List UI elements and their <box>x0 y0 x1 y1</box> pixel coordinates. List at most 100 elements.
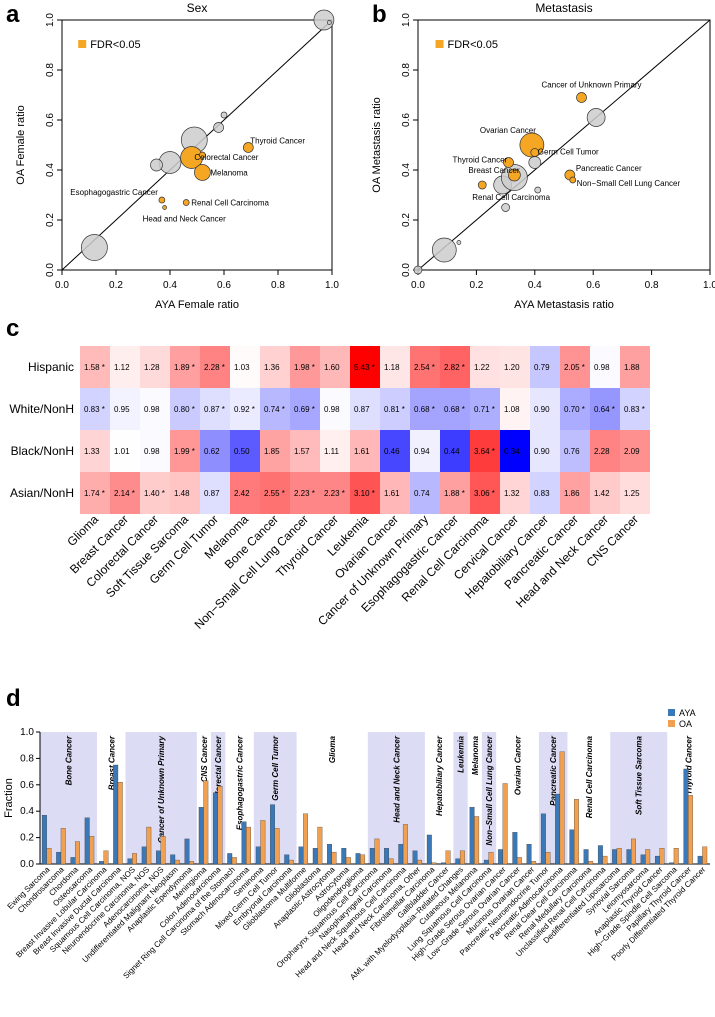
point <box>431 237 457 263</box>
heatmap-cell-value: 0.74 * <box>264 405 285 414</box>
x-tick-label: 1.0 <box>325 280 339 291</box>
heatmap-cell <box>200 346 230 388</box>
bar-oa <box>103 850 109 865</box>
bar-aya <box>298 846 304 865</box>
heatmap-cell <box>320 472 350 514</box>
heatmap-cell-value: 1.28 <box>144 363 160 372</box>
heatmap-cell <box>260 388 290 430</box>
heatmap-cell <box>380 388 410 430</box>
point <box>456 240 462 245</box>
group-label: CNS Cancer <box>200 735 209 782</box>
heatmap-cell-value: 0.70 * <box>564 405 585 414</box>
bar-aya <box>227 853 233 865</box>
heatmap-cell <box>230 346 260 388</box>
y-axis-label: OA Female ratio <box>15 105 27 184</box>
heatmap-cell-value: 1.98 * <box>294 363 315 372</box>
heatmap-cell <box>140 388 170 430</box>
heatmap-cell <box>140 430 170 472</box>
bar-aya <box>255 846 261 865</box>
bar-aya <box>99 861 104 865</box>
x-tick-label: 0.0 <box>411 280 425 291</box>
bar-oa <box>146 826 152 865</box>
significant-point <box>242 142 254 153</box>
group-label: Germ Cell Tumor <box>271 735 280 801</box>
bar-oa <box>174 859 180 865</box>
bar-oa <box>559 751 565 865</box>
legend-swatch <box>668 709 675 716</box>
bar-aya <box>697 855 703 865</box>
heatmap-cell-value: 1.88 <box>624 363 640 372</box>
legend-swatch <box>78 40 87 48</box>
chart-title: Metastasis <box>535 1 592 15</box>
heatmap-cell <box>320 346 350 388</box>
bar-oa <box>360 854 366 865</box>
bar-oa <box>645 849 651 865</box>
group-label: Soft Tissue Sarcoma <box>635 735 644 815</box>
group-band <box>453 732 468 864</box>
bar-aya <box>583 849 589 865</box>
heatmap-cell <box>200 430 230 472</box>
heatmap-cell-value: 0.83 * <box>624 405 645 414</box>
group-label: Non−Small Cell Lung Cancer <box>485 735 494 845</box>
heatmap-cell <box>410 472 440 514</box>
point-label: Head and Neck Cancer <box>143 215 226 224</box>
bar-aya <box>341 848 347 865</box>
point <box>150 158 163 172</box>
bar-aya <box>426 834 432 865</box>
group-label: Bone Cancer <box>65 735 74 785</box>
plot-frame <box>61 19 333 271</box>
y-tick-label: 0.4 <box>45 163 56 177</box>
bar-oa <box>117 782 123 865</box>
heatmap-cell <box>230 472 260 514</box>
bar-oa <box>132 853 137 865</box>
bar-oa <box>75 841 80 865</box>
x-tick-label: 0.4 <box>163 280 177 291</box>
heatmap-cell <box>80 472 110 514</box>
bar-oa <box>89 836 95 865</box>
point-label: Esophagogastric Cancer <box>70 188 158 197</box>
bar-aya <box>312 848 318 865</box>
heatmap-cell-value: 3.10 * <box>354 489 375 498</box>
heatmap-cell <box>410 346 440 388</box>
heatmap-cell <box>500 388 530 430</box>
heatmap-cell <box>290 472 320 514</box>
bar-oa <box>274 828 280 865</box>
group-label: Hepatobiliary Cancer <box>435 735 444 816</box>
bar-aya <box>70 857 76 865</box>
heatmap-cell <box>200 472 230 514</box>
heatmap-cell-value: 0.71 * <box>474 405 495 414</box>
heatmap-cell-value: 1.58 * <box>84 363 105 372</box>
heatmap-cell-value: 0.62 <box>204 447 220 456</box>
point <box>313 9 335 31</box>
heatmap-cell <box>140 472 170 514</box>
heatmap-cell <box>590 430 620 472</box>
heatmap-cell <box>530 346 560 388</box>
point-label: Colorectal Cancer <box>194 153 258 162</box>
point <box>501 203 510 212</box>
bar-aya <box>626 849 632 865</box>
heatmap-cell-value: 0.34 <box>504 447 520 456</box>
heatmap-cell-value: 0.87 * <box>204 405 225 414</box>
y-tick-label: 0.4 <box>20 806 34 817</box>
chart-title: Sex <box>187 1 208 15</box>
bar-oa <box>317 826 323 865</box>
bar-oa <box>189 861 194 865</box>
heatmap-cell-value: 0.98 <box>144 405 160 414</box>
heatmap-cell <box>560 430 590 472</box>
legend-label: FDR<0.05 <box>448 39 498 51</box>
bar-aya <box>555 793 561 865</box>
bar-oa <box>417 859 423 865</box>
legend-label: AYA <box>679 708 696 718</box>
bar-aya <box>398 844 404 865</box>
y-tick-label: 0.8 <box>20 753 34 764</box>
plot-frame <box>417 19 711 271</box>
point <box>413 265 423 275</box>
bar-aya <box>369 848 375 865</box>
diagonal-line <box>417 19 711 271</box>
legend-label: OA <box>679 719 692 729</box>
significant-point <box>162 205 167 210</box>
x-tick-label: 0.8 <box>271 280 285 291</box>
heatmap-cell <box>110 346 140 388</box>
heatmap-ethnicity: Hispanic 1.58 * 1.12 1.28 1.89 * 2.28 * 1.03 1.… <box>9 346 650 632</box>
bar-aya <box>284 854 290 865</box>
